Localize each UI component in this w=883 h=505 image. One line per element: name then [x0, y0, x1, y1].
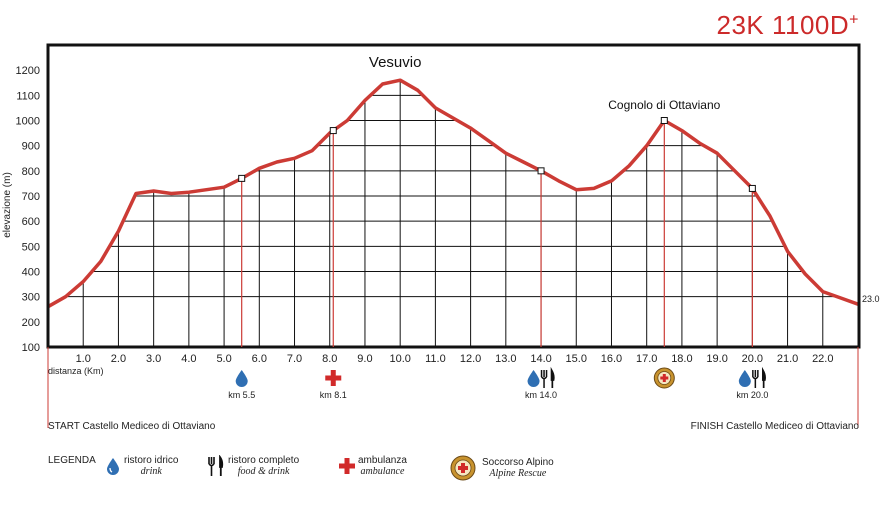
end-distance-label: 23.0 [862, 294, 880, 304]
station-km-label: km 8.1 [320, 390, 347, 400]
x-tick-label: 22.0 [812, 353, 833, 365]
x-tick-label: 8.0 [322, 353, 337, 365]
y-tick-label: 200 [22, 317, 40, 329]
station-km-label: km 14.0 [525, 390, 557, 400]
fork-knife-icon [752, 366, 766, 388]
x-tick-label: 10.0 [389, 353, 410, 365]
station-marker [238, 174, 246, 182]
legend-item-drink: ristoro idrico drink [106, 455, 178, 477]
y-tick-label: 400 [22, 267, 40, 279]
start-label: START Castello Mediceo di Ottaviano [48, 421, 216, 432]
x-tick-label: 20.0 [742, 353, 763, 365]
fork-knife-icon [208, 455, 224, 476]
station-marker [537, 167, 545, 175]
x-tick-label: 4.0 [181, 353, 196, 365]
x-tick-label: 16.0 [601, 353, 622, 365]
station-marker [329, 127, 337, 135]
x-tick-label: 3.0 [146, 353, 161, 365]
water-drop-icon [235, 370, 248, 387]
y-tick-label: 700 [22, 191, 40, 203]
legend-item-rescue: Soccorso Alpino Alpine Rescue [450, 455, 554, 481]
x-axis-label: distanza (Km) [48, 366, 104, 376]
x-tick-label: 12.0 [460, 353, 481, 365]
y-tick-label: 900 [22, 141, 40, 153]
finish-label: FINISH Castello Mediceo di Ottaviano [690, 421, 859, 432]
red-cross-icon [325, 370, 342, 386]
x-tick-label: 19.0 [706, 353, 727, 365]
chart-grid [65, 80, 837, 347]
x-tick-label: 21.0 [777, 353, 798, 365]
alpine-rescue-badge-icon [653, 367, 675, 389]
x-tick-label: 1.0 [76, 353, 91, 365]
y-tick-label: 1200 [16, 65, 40, 77]
y-axis-ticks: 100 200 300 400 500 600 700 800 900 1000 1100 1200 [16, 65, 40, 354]
alpine-rescue-badge-icon [450, 455, 476, 481]
water-drop-icon [738, 370, 751, 387]
x-tick-label: 11.0 [425, 353, 446, 365]
x-tick-label: 7.0 [287, 353, 302, 365]
legend-title: LEGENDA [48, 455, 96, 466]
peak-labels: Vesuvio Cognolo di Ottaviano [369, 54, 721, 112]
x-axis-ticks: 1.0 2.0 3.0 4.0 5.0 6.0 7.0 8.0 9.0 10.0 11.0 12.0 1… [76, 353, 834, 365]
y-tick-label: 100 [22, 342, 40, 354]
peak-label: Cognolo di Ottaviano [608, 98, 720, 112]
elevation-profile-line [47, 78, 859, 309]
legend-item-ambulance: ambulanza ambulance [338, 455, 407, 477]
x-tick-label: 17.0 [636, 353, 657, 365]
page-title: 23K 1100D+ [716, 10, 859, 40]
x-tick-label: 2.0 [111, 353, 126, 365]
water-drop-icon [107, 458, 119, 475]
fork-knife-icon [540, 366, 555, 388]
station-markers: km 5.5 km 8.1 km 14.0 km 20.0 [228, 117, 768, 400]
plot-frame [46, 43, 861, 349]
y-tick-label: 300 [22, 292, 40, 304]
y-tick-label: 600 [22, 216, 40, 228]
x-tick-label: 6.0 [252, 353, 267, 365]
station-km-label: km 5.5 [228, 390, 255, 400]
x-tick-label: 18.0 [671, 353, 692, 365]
station-marker [660, 117, 668, 124]
x-tick-label: 9.0 [357, 353, 372, 365]
legend-item-food: ristoro completo food & drink [207, 455, 299, 477]
peak-label: Vesuvio [369, 54, 422, 71]
x-tick-label: 5.0 [216, 353, 231, 365]
station-km-label: km 20.0 [736, 390, 768, 400]
water-drop-icon [527, 370, 540, 387]
y-tick-label: 1100 [16, 90, 40, 102]
red-cross-icon [339, 458, 355, 474]
x-tick-label: 15.0 [566, 353, 587, 365]
y-tick-label: 500 [22, 241, 40, 253]
y-tick-label: 1000 [16, 116, 40, 128]
y-tick-label: 800 [22, 166, 40, 178]
y-axis-label: elevazione (m) [2, 172, 13, 238]
x-tick-label: 13.0 [495, 353, 516, 365]
x-tick-label: 14.0 [530, 353, 551, 365]
station-marker [748, 184, 756, 192]
